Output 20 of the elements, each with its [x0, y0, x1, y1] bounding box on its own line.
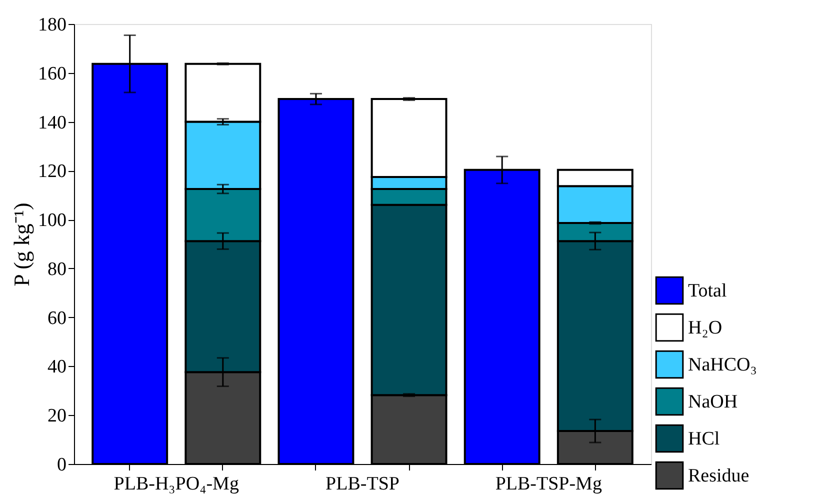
y-tick-label: 20 — [48, 406, 66, 427]
x-tick-label: PLB-TSP — [326, 474, 400, 494]
y-tick-label: 100 — [38, 210, 66, 232]
legend-label: HCl — [688, 428, 720, 450]
legend-label: NaHCO₃ — [688, 354, 757, 376]
legend-label: Residue — [688, 466, 750, 486]
y-tick-label: 0 — [57, 454, 66, 476]
legend-label: Total — [688, 280, 727, 302]
y-tick-label: 140 — [38, 112, 66, 134]
y-axis-title: P (g kg⁻¹) — [9, 202, 34, 286]
y-tick-label: 60 — [48, 308, 66, 329]
y-tick-label: 40 — [48, 356, 66, 378]
y-tick-label: 180 — [38, 14, 66, 36]
legend-label: H₂O — [688, 318, 722, 338]
x-tick-label: PLB-TSP-Mg — [495, 474, 602, 494]
y-tick-label: 120 — [38, 161, 66, 182]
legend-label: NaOH — [688, 392, 738, 412]
y-tick-label: 80 — [48, 258, 66, 280]
x-tick-label: PLB-H₃PO₄-Mg — [114, 474, 240, 494]
y-tick-label: 160 — [38, 63, 66, 84]
